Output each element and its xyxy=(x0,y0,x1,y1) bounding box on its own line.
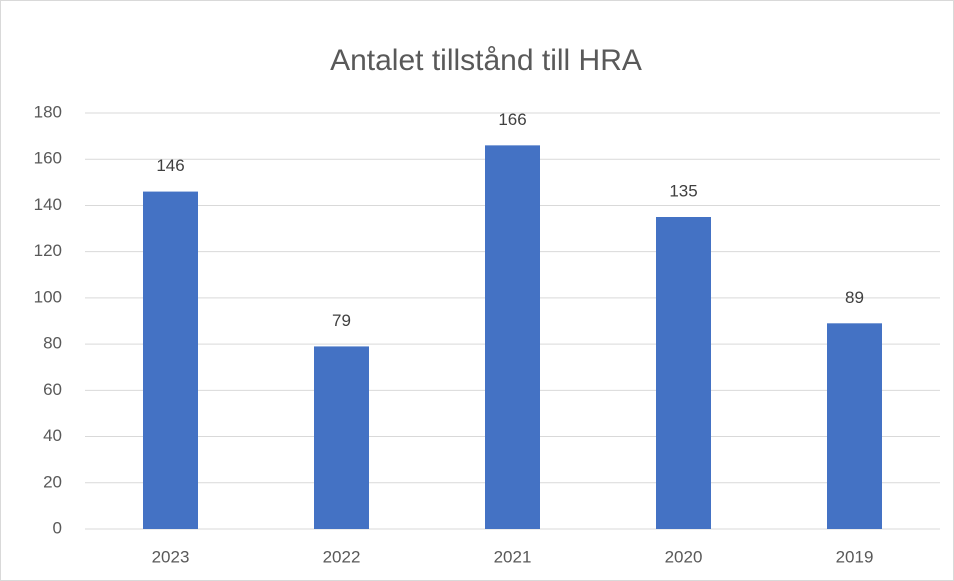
y-tick-label: 160 xyxy=(34,149,62,168)
data-label: 89 xyxy=(845,288,864,307)
bar xyxy=(143,191,198,530)
x-tick-label: 2020 xyxy=(665,547,703,566)
y-tick-label: 0 xyxy=(53,518,62,537)
chart-title: Antalet tillstånd till HRA xyxy=(330,44,642,77)
y-tick-label: 80 xyxy=(43,334,62,353)
data-label: 146 xyxy=(156,156,184,175)
x-tick-label: 2019 xyxy=(836,547,874,566)
bar xyxy=(485,145,540,529)
data-label: 135 xyxy=(669,181,697,200)
y-tick-label: 20 xyxy=(43,472,62,491)
x-tick-label: 2023 xyxy=(152,547,190,566)
x-tick-label: 2022 xyxy=(323,547,361,566)
bar xyxy=(314,346,369,529)
y-tick-label: 40 xyxy=(43,426,62,445)
y-tick-label: 180 xyxy=(34,102,62,121)
y-tick-label: 140 xyxy=(34,195,62,214)
y-tick-label: 120 xyxy=(34,241,62,260)
bar xyxy=(827,323,882,529)
x-tick-label: 2021 xyxy=(494,547,532,566)
data-label: 79 xyxy=(332,311,351,330)
bar xyxy=(656,217,711,529)
data-label: 166 xyxy=(498,110,526,129)
y-tick-label: 100 xyxy=(34,287,62,306)
y-tick-label: 60 xyxy=(43,380,62,399)
